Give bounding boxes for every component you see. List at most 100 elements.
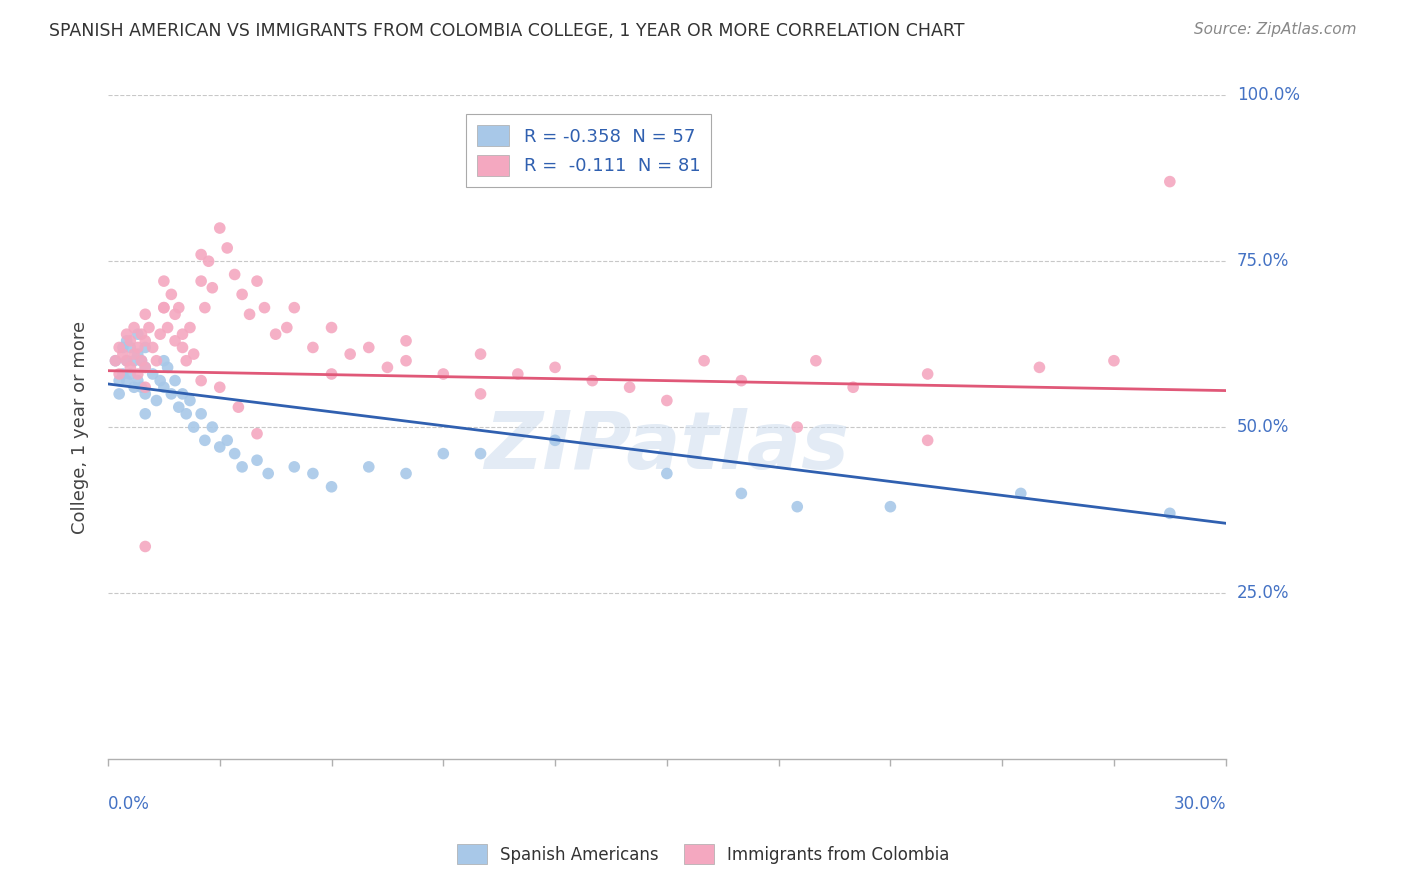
Point [197, 254, 219, 268]
Point [321, 320, 343, 334]
Point [142, 341, 165, 355]
Point [122, 320, 145, 334]
Point [208, 221, 231, 235]
Point [160, 287, 183, 301]
Point [655, 467, 678, 481]
Point [619, 380, 641, 394]
Point [917, 367, 939, 381]
Point [253, 301, 276, 315]
Point [120, 367, 142, 381]
Point [145, 393, 167, 408]
Point [172, 327, 194, 342]
Point [283, 301, 305, 315]
Point [127, 327, 149, 342]
Point [357, 341, 380, 355]
Point [108, 367, 131, 381]
Point [131, 353, 153, 368]
Text: ZIPatlas: ZIPatlas [484, 408, 849, 486]
Point [470, 347, 492, 361]
Point [246, 426, 269, 441]
Point [174, 353, 197, 368]
Point [115, 374, 138, 388]
Point [544, 434, 567, 448]
Point [142, 367, 165, 381]
Y-axis label: College, 1 year or more: College, 1 year or more [72, 320, 89, 533]
Point [183, 347, 205, 361]
Point [217, 434, 239, 448]
Point [377, 360, 399, 375]
Point [224, 447, 246, 461]
Point [179, 393, 201, 408]
Point [120, 334, 142, 348]
Point [153, 274, 176, 288]
Text: 0.0%: 0.0% [108, 796, 150, 814]
Point [395, 467, 418, 481]
Point [115, 353, 138, 368]
Text: 75.0%: 75.0% [1237, 252, 1289, 270]
Point [108, 387, 131, 401]
Point [655, 393, 678, 408]
Text: 30.0%: 30.0% [1173, 796, 1226, 814]
Point [231, 287, 253, 301]
Point [917, 434, 939, 448]
Point [115, 353, 138, 368]
Point [134, 540, 156, 554]
Point [122, 380, 145, 394]
Text: 100.0%: 100.0% [1237, 87, 1301, 104]
Point [165, 307, 187, 321]
Point [172, 387, 194, 401]
Point [153, 301, 176, 315]
Point [730, 374, 752, 388]
Point [174, 407, 197, 421]
Point [149, 374, 172, 388]
Point [395, 353, 418, 368]
Point [194, 301, 217, 315]
Point [283, 459, 305, 474]
Point [730, 486, 752, 500]
Point [357, 459, 380, 474]
Point [786, 500, 808, 514]
Point [134, 307, 156, 321]
Point [190, 274, 212, 288]
Point [506, 367, 529, 381]
Point [104, 353, 127, 368]
Text: 50.0%: 50.0% [1237, 418, 1289, 436]
Text: 25.0%: 25.0% [1237, 584, 1289, 602]
Point [165, 374, 187, 388]
Point [120, 360, 142, 375]
Point [120, 341, 142, 355]
Point [1028, 360, 1050, 375]
Point [432, 447, 454, 461]
Point [804, 353, 827, 368]
Point [104, 353, 127, 368]
Point [257, 467, 280, 481]
Point [134, 360, 156, 375]
Point [134, 380, 156, 394]
Point [167, 400, 190, 414]
Point [167, 301, 190, 315]
Point [879, 500, 901, 514]
Point [179, 320, 201, 334]
Point [122, 353, 145, 368]
Point [208, 440, 231, 454]
Point [786, 420, 808, 434]
Point [134, 341, 156, 355]
Point [160, 387, 183, 401]
Point [246, 274, 269, 288]
Point [1102, 353, 1125, 368]
Point [544, 360, 567, 375]
Point [194, 434, 217, 448]
Point [172, 341, 194, 355]
Point [156, 320, 179, 334]
Point [134, 360, 156, 375]
Point [145, 353, 167, 368]
Point [302, 467, 325, 481]
Point [470, 447, 492, 461]
Legend: Spanish Americans, Immigrants from Colombia: Spanish Americans, Immigrants from Colom… [450, 838, 956, 871]
Point [131, 353, 153, 368]
Point [302, 341, 325, 355]
Point [108, 341, 131, 355]
Point [1010, 486, 1032, 500]
Point [115, 327, 138, 342]
Point [246, 453, 269, 467]
